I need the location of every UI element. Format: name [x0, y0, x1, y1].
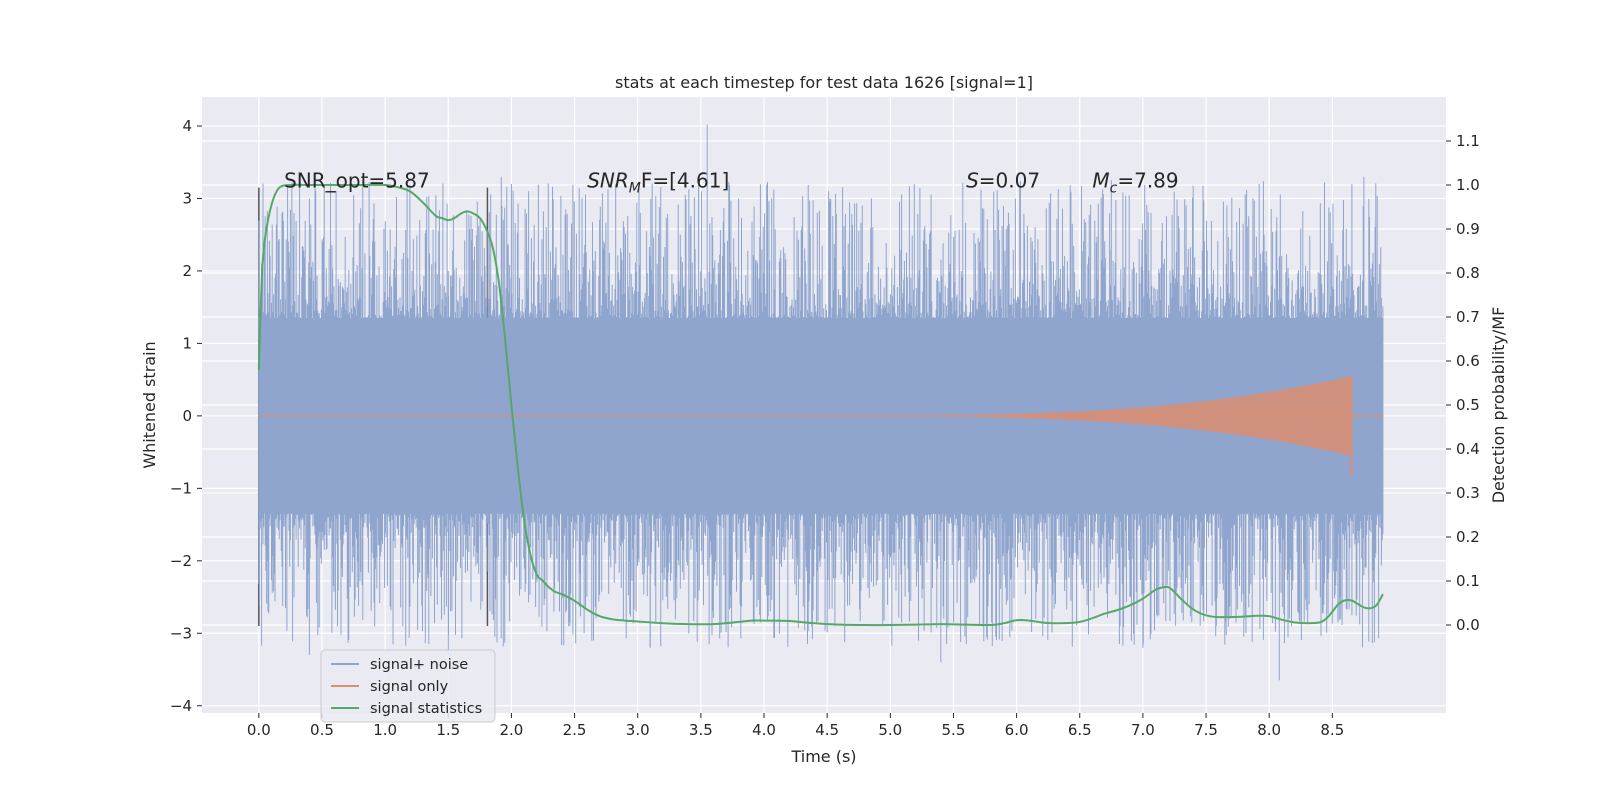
y-right-tick-label: 0.7: [1456, 308, 1480, 326]
x-tick-label: 1.0: [373, 721, 397, 739]
annotation-snr-opt: SNR_opt=5.87: [284, 169, 430, 193]
y-left-tick-label: 3: [182, 189, 192, 207]
y-left-tick-label: 1: [182, 334, 192, 352]
x-tick-label: 3.5: [689, 721, 713, 739]
legend: signal+ noise signal only signal statist…: [320, 649, 496, 723]
annotation-s: S=0.07: [966, 169, 1040, 193]
x-tick-label: 5.0: [878, 721, 902, 739]
x-tick-label: 8.0: [1257, 721, 1281, 739]
series-signal-statistics: [257, 183, 1384, 627]
x-axis-label: Time (s): [790, 747, 856, 766]
y-right-tick-label: 0.5: [1456, 396, 1480, 414]
x-tick-label: 0.5: [310, 721, 334, 739]
x-tick-label: 8.5: [1320, 721, 1344, 739]
y-axis-right-ticks: 1.1 1.0 0.9 0.8 0.7 0.6 0.5 0.4 0.3 0.2 0.1 0.0: [1446, 132, 1480, 634]
y-axis-left-label: Whitened strain: [140, 341, 159, 468]
x-axis-ticks: 0.0 0.5 1.0 1.5 2.0 2.5 3.0 3.5 4.0 4.5 5.0 5.5 6.0 6…: [247, 713, 1344, 739]
annotation-mc: Mc=7.89: [1092, 169, 1178, 197]
y-right-tick-label: 0.2: [1456, 528, 1480, 546]
chart-title: stats at each timestep for test data 162…: [615, 73, 1033, 92]
y-right-tick-label: 1.0: [1456, 176, 1480, 194]
signal-chirp-envelope: [801, 376, 1352, 456]
x-tick-label: 4.5: [815, 721, 839, 739]
y-left-tick-label: 4: [182, 117, 192, 135]
y-right-tick-label: 0.3: [1456, 484, 1480, 502]
y-right-tick-label: 0.9: [1456, 220, 1480, 238]
x-tick-label: 7.0: [1131, 721, 1155, 739]
y-right-tick-label: 1.1: [1456, 132, 1480, 150]
y-axis-left-ticks: 4 3 2 1 0 −1 −2 −3 −4: [170, 117, 202, 715]
y-right-tick-label: 0.4: [1456, 440, 1480, 458]
y-left-tick-label: −1: [170, 479, 192, 497]
y-left-tick-label: −4: [170, 697, 192, 715]
y-right-tick-label: 0.6: [1456, 352, 1480, 370]
x-tick-label: 4.0: [752, 721, 776, 739]
x-tick-label: 7.5: [1194, 721, 1218, 739]
noise-trace: [258, 124, 1384, 681]
y-right-tick-label: 0.8: [1456, 264, 1480, 282]
x-tick-label: 0.0: [247, 721, 271, 739]
x-tick-label: 3.0: [626, 721, 650, 739]
y-left-tick-label: −2: [170, 552, 192, 570]
x-tick-label: 1.5: [436, 721, 460, 739]
legend-label-signal-statistics: signal statistics: [370, 701, 482, 717]
x-tick-label: 6.5: [1068, 721, 1092, 739]
x-tick-label: 2.5: [563, 721, 587, 739]
y-left-tick-label: −3: [170, 624, 192, 642]
legend-label-signal-only: signal only: [370, 679, 449, 695]
y-axis-right-label: Detection probability/MF: [1489, 307, 1508, 504]
legend-box: [320, 649, 496, 723]
x-tick-label: 2.0: [499, 721, 523, 739]
x-tick-label: 5.5: [942, 721, 966, 739]
y-right-tick-label: 0.1: [1456, 572, 1480, 590]
series-signal-only: [258, 376, 1383, 476]
legend-label-signal-noise: signal+ noise: [370, 657, 468, 673]
y-right-tick-label: 0.0: [1456, 616, 1480, 634]
x-tick-label: 6.0: [1005, 721, 1029, 739]
annotations: SNR_opt=5.87 SNRMF=[4.61] S=0.07 Mc=7.89: [284, 169, 1179, 197]
annotation-snr-mf: SNRMF=[4.61]: [587, 169, 729, 197]
y-left-tick-label: 0: [182, 407, 192, 425]
y-left-tick-label: 2: [182, 262, 192, 280]
